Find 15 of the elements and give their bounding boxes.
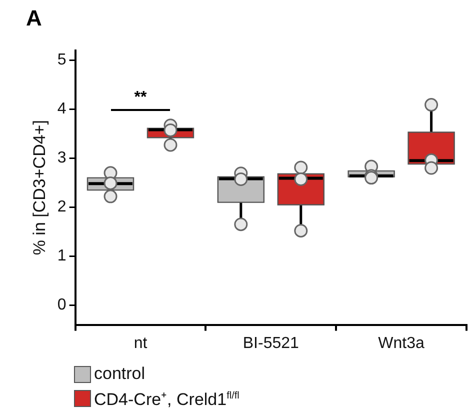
significance-bracket: ** <box>110 91 170 112</box>
x-tick-label: Wnt3a <box>378 334 425 352</box>
x-tick-label: nt <box>134 334 148 352</box>
annotation: ** <box>133 89 148 106</box>
y-axis-title: % in [CD3+CD4+] <box>30 120 49 256</box>
x-tick-label: BI-5521 <box>242 334 300 352</box>
y-tick-label: 0 <box>57 296 66 314</box>
y-tick-label: 2 <box>57 198 66 216</box>
y-tick-label: 1 <box>57 248 66 265</box>
y-tick-label: 3 <box>57 150 66 167</box>
chart-title: A <box>26 5 42 30</box>
y-tick-label: 4 <box>57 100 66 118</box>
legend-label: CD4-Cre⁺, Creld1$^{fl/fl}$ <box>94 388 240 410</box>
legend-label: control <box>94 364 146 384</box>
y-tick-label: 5 <box>57 52 66 69</box>
